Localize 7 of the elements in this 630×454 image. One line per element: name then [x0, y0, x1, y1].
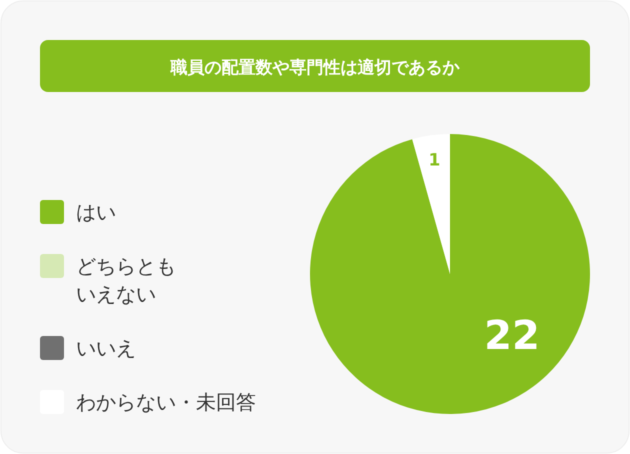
legend-label: はい [76, 200, 116, 224]
data-label: 22 [484, 313, 540, 359]
legend-label: どちらともいえない [76, 254, 176, 306]
legend-label: いいえ [76, 336, 136, 360]
legend-label: わからない・未回答 [76, 390, 256, 414]
data-label: 1 [428, 150, 440, 170]
chart-title: 職員の配置数や専門性は適切であるか [170, 58, 460, 78]
